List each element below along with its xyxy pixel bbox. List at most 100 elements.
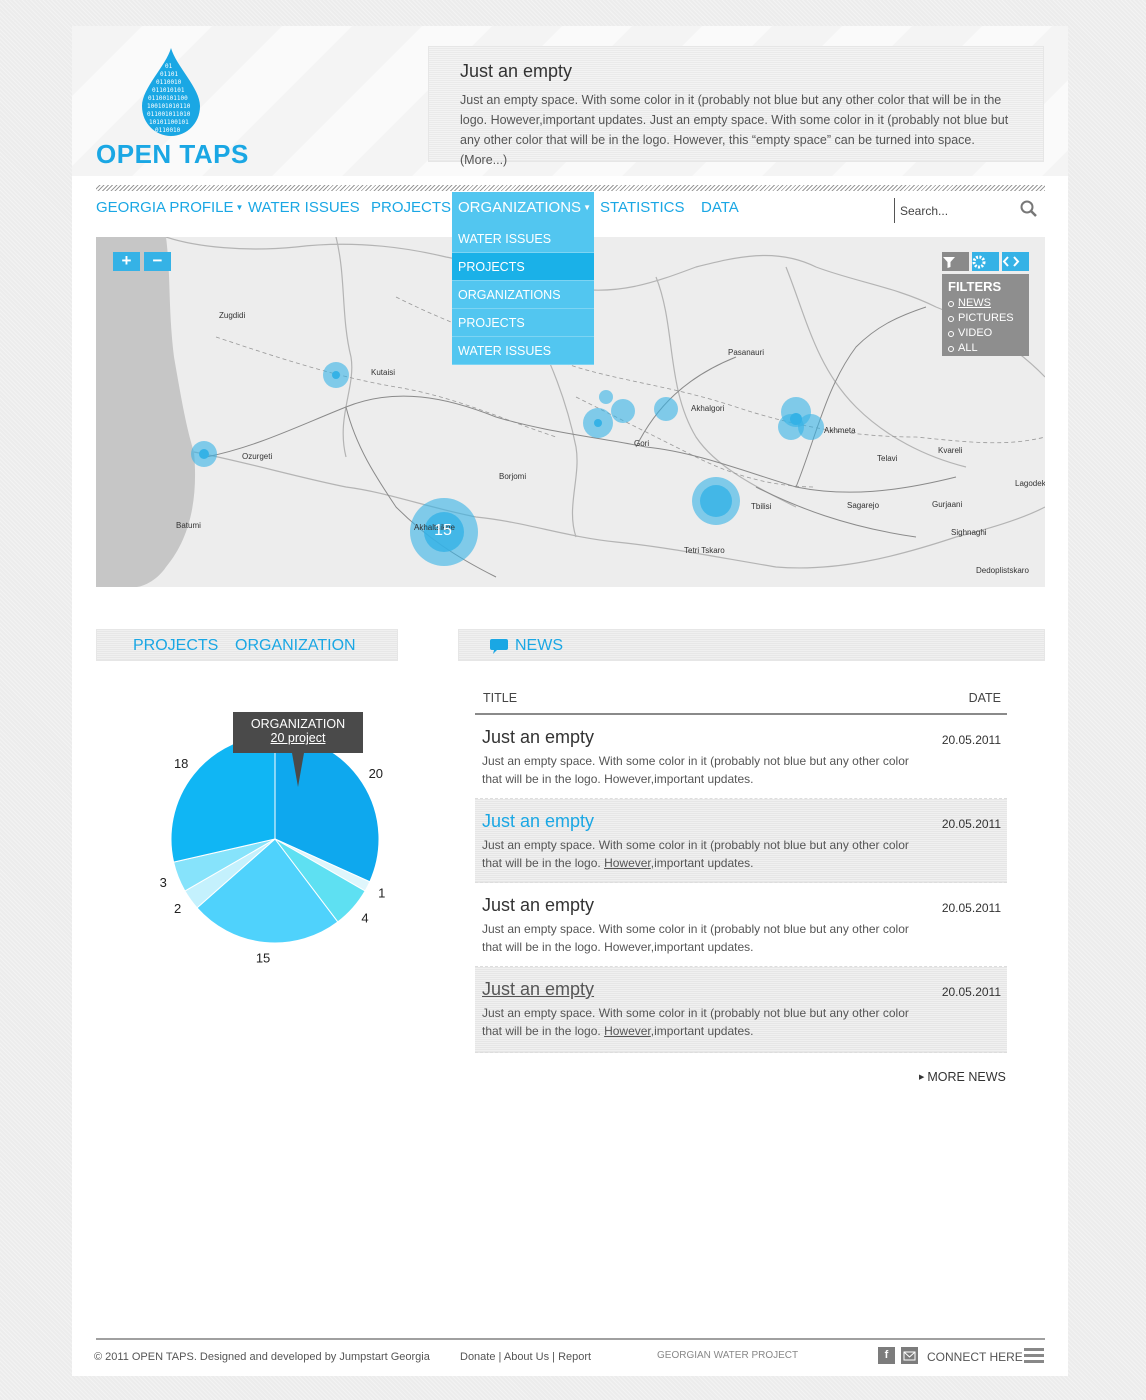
- news-item-description: Just an empty space. With some color in …: [482, 752, 927, 788]
- caret-down-icon: ▼: [583, 203, 591, 212]
- dropdown-item[interactable]: PROJECTS: [452, 309, 594, 337]
- pie-slice-label: 20: [369, 766, 383, 781]
- search-icon[interactable]: [1019, 199, 1039, 219]
- about-us-link[interactable]: About Us: [503, 1351, 550, 1363]
- filter-button[interactable]: [942, 252, 969, 271]
- place-label: Sagarejo: [847, 501, 880, 510]
- desc-text: However: [604, 772, 651, 786]
- main-nav: GEORGIA PROFILE ▼ WATER ISSUES PROJECTS O…: [96, 192, 1045, 225]
- nav-water-issues[interactable]: WATER ISSUES: [248, 199, 360, 216]
- news-table: TITLE DATE Just an empty Just an empty s…: [475, 686, 1007, 1053]
- filter-option-all[interactable]: ALL: [948, 341, 1029, 356]
- news-title: NEWS: [515, 637, 563, 654]
- copyright: © 2011 OPEN TAPS. Designed and developed…: [94, 1351, 430, 1363]
- dropdown-item[interactable]: ORGANIZATIONS: [452, 281, 594, 309]
- nav-projects[interactable]: PROJECTS: [371, 199, 452, 216]
- connect-here-link[interactable]: CONNECT HERE: [927, 1350, 1023, 1364]
- desc-text: ,important updates.: [650, 856, 754, 870]
- caret-down-icon: ▼: [235, 203, 244, 212]
- zoom-out-button[interactable]: −: [144, 252, 171, 271]
- news-item-title[interactable]: Just an empty: [482, 811, 595, 831]
- nav-statistics[interactable]: STATISTICS: [600, 199, 685, 216]
- desc-text: Just an empty space. With some color in …: [482, 754, 909, 786]
- pie-slice[interactable]: [196, 838, 339, 944]
- nav-organizations[interactable]: ORGANIZATIONS ▼: [452, 192, 594, 225]
- project-name: GEORGIAN WATER PROJECT: [657, 1350, 799, 1361]
- tab-organization[interactable]: ORGANIZATION: [235, 637, 356, 654]
- search-input[interactable]: [900, 201, 1010, 221]
- place-label: Dedoplistskaro: [976, 566, 1029, 575]
- pie-chart-canvas: 20 14 15 23 18: [160, 734, 385, 965]
- chart-tooltip: ORGANIZATION 20 project: [233, 712, 363, 753]
- place-label: Kutaisi: [371, 368, 396, 377]
- place-label: Pasanauri: [728, 348, 765, 357]
- embed-button[interactable]: [1002, 252, 1029, 271]
- pie-slice-label: 1: [378, 886, 385, 901]
- speech-bubble-icon: [490, 639, 508, 654]
- donate-link[interactable]: Donate: [460, 1351, 496, 1363]
- news-item-title[interactable]: Just an empty: [482, 895, 595, 915]
- cluster-count[interactable]: 15: [434, 522, 452, 539]
- footer-links: Donate | About Us | Report: [460, 1351, 592, 1363]
- arrow-right-icon: ▶: [919, 1074, 925, 1081]
- nav-data[interactable]: DATA: [701, 199, 739, 216]
- desc-text: ,important updates.: [650, 1024, 754, 1038]
- report-link[interactable]: Report: [558, 1351, 592, 1363]
- footer-divider: [96, 1338, 1045, 1340]
- filter-icon: [943, 257, 955, 268]
- desc-text: ,important updates.: [650, 772, 754, 786]
- news-item-description: Just an empty space. With some color in …: [482, 836, 927, 872]
- desc-text: Just an empty space. With some color in …: [482, 1006, 909, 1038]
- news-item-title[interactable]: Just an empty: [482, 979, 595, 999]
- logo[interactable]: 01 01101 0110010 011010101 01100101100 1…: [96, 46, 256, 171]
- news-item-title[interactable]: Just an empty: [482, 727, 595, 747]
- filter-option-video[interactable]: VIDEO: [948, 326, 1029, 341]
- dropdown-item[interactable]: WATER ISSUES: [452, 337, 594, 365]
- zoom-in-button[interactable]: +: [113, 252, 140, 271]
- place-label: Lagodekhi: [1015, 479, 1045, 488]
- embed-icon: [1002, 256, 1020, 267]
- organizations-dropdown: WATER ISSUES PROJECTS ORGANIZATIONS PROJ…: [452, 225, 594, 365]
- however-link[interactable]: However: [604, 856, 651, 870]
- envelope-icon: [903, 1351, 916, 1361]
- however-link[interactable]: However: [604, 1024, 651, 1038]
- mail-icon[interactable]: [901, 1347, 918, 1364]
- gear-icon: [972, 255, 986, 269]
- desc-text: ,important updates.: [650, 940, 754, 954]
- intro-text: Just an empty space. With some color in …: [460, 93, 1009, 167]
- pie-chart: 20 1 4 15 2 3 18: [112, 686, 412, 966]
- place-label: Tbilisi: [751, 502, 772, 511]
- dropdown-item[interactable]: WATER ISSUES: [452, 225, 594, 253]
- place-label: Akhalgori: [691, 404, 725, 413]
- place-label: Gurjaani: [932, 500, 963, 509]
- place-label: Akhmeta: [824, 426, 856, 435]
- place-label: Telavi: [877, 454, 898, 463]
- pie-slice-label: 2: [174, 901, 181, 916]
- search-box: [894, 198, 1045, 223]
- news-section-header: NEWS: [458, 629, 1045, 661]
- nav-georgia-profile[interactable]: GEORGIA PROFILE ▼: [96, 192, 243, 225]
- place-label: Ozurgeti: [242, 452, 273, 461]
- news-row: Just an empty Just an empty space. With …: [475, 967, 1007, 1053]
- tooltip-link[interactable]: 20 project: [270, 731, 326, 745]
- more-news-link[interactable]: ▶ MORE NEWS: [919, 1070, 1006, 1084]
- column-title: TITLE: [483, 691, 518, 705]
- intro-box: Just an empty Just an empty space. With …: [428, 46, 1044, 167]
- menu-icon[interactable]: [1024, 1348, 1044, 1366]
- svg-text:01101: 01101: [160, 71, 178, 78]
- place-label: Akhaltsikhe: [414, 523, 455, 532]
- svg-text:100101010110: 100101010110: [147, 103, 191, 110]
- filter-option-news[interactable]: NEWS: [948, 296, 1029, 311]
- pie-slice-label: 3: [160, 875, 167, 890]
- settings-button[interactable]: [972, 252, 999, 271]
- filter-option-pictures[interactable]: PICTURES: [948, 311, 1029, 326]
- projects-section-header: PROJECTS ORGANIZATION: [96, 629, 398, 661]
- svg-text:10101100101: 10101100101: [149, 119, 189, 126]
- desc-text: Just an empty space. With some color in …: [482, 922, 909, 954]
- desc-text: However: [604, 940, 651, 954]
- news-row: Just an empty Just an empty space. With …: [475, 883, 1007, 967]
- tab-projects[interactable]: PROJECTS: [133, 637, 219, 654]
- dropdown-item[interactable]: PROJECTS: [452, 253, 594, 281]
- pie-slice[interactable]: [170, 734, 276, 863]
- facebook-icon[interactable]: f: [878, 1347, 895, 1364]
